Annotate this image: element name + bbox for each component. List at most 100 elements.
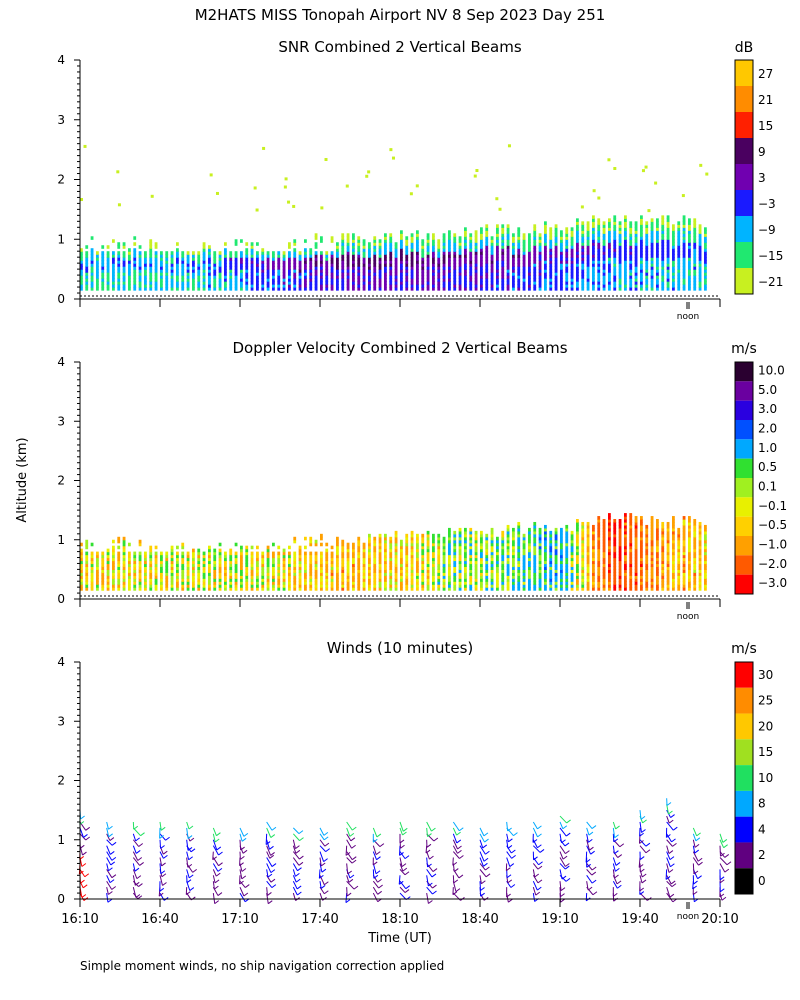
heatmap-cell	[682, 533, 686, 538]
heatmap-cell	[378, 275, 382, 279]
heatmap-cell	[650, 287, 654, 291]
heatmap-cell	[138, 251, 142, 255]
heatmap-cell	[320, 581, 323, 585]
heatmap-cell	[416, 572, 419, 576]
heatmap-cell	[410, 545, 414, 550]
heatmap-cell	[144, 272, 147, 276]
heatmap-cell	[677, 542, 681, 547]
heatmap-cell	[122, 278, 126, 282]
heatmap-cell	[224, 284, 227, 288]
heatmap-cell	[634, 563, 638, 568]
heatmap-cell	[453, 566, 457, 570]
heatmap-cell	[581, 530, 585, 535]
heatmap-cell	[640, 242, 643, 246]
heatmap-cell	[144, 269, 147, 273]
heatmap-cell	[554, 530, 558, 535]
heatmap-cell	[629, 578, 633, 582]
heatmap-cell	[170, 584, 174, 588]
heatmap-cell	[96, 551, 99, 556]
heatmap-cell	[501, 227, 505, 231]
heatmap-cell	[213, 251, 217, 255]
heatmap-cell	[528, 245, 531, 249]
heatmap-cell	[688, 221, 691, 225]
heatmap-cell	[357, 575, 361, 579]
heatmap-cell	[634, 263, 638, 267]
heatmap-cell	[629, 569, 633, 573]
heatmap-cell	[304, 554, 307, 559]
heatmap-cell	[624, 521, 627, 526]
heatmap-cell	[85, 275, 89, 279]
heatmap-cell	[160, 557, 163, 562]
wind-barb	[479, 833, 485, 843]
heatmap-cell	[282, 257, 286, 261]
heatmap-cell	[672, 560, 675, 565]
heatmap-cell	[464, 548, 467, 553]
heatmap-cell	[410, 563, 414, 568]
heatmap-cell	[624, 587, 627, 591]
wind-barb-flag	[188, 825, 194, 830]
heatmap-cell	[96, 260, 99, 264]
heatmap-cell	[533, 281, 537, 285]
heatmap-cell	[704, 575, 707, 579]
heatmap-cell	[325, 563, 329, 568]
wind-barb-flag	[271, 826, 277, 831]
heatmap-cell	[453, 281, 457, 285]
heatmap-cell	[365, 174, 369, 178]
heatmap-cell	[597, 230, 601, 234]
heatmap-cell	[650, 527, 654, 532]
heatmap-cell	[240, 554, 243, 559]
heatmap-cell	[666, 569, 670, 573]
heatmap-cell	[640, 236, 643, 240]
heatmap-cell	[245, 269, 249, 273]
heatmap-cell	[336, 581, 339, 585]
heatmap-cell	[320, 566, 323, 570]
heatmap-cell	[517, 284, 521, 288]
heatmap-cell	[693, 519, 697, 523]
wind-barb	[266, 880, 273, 888]
wind-barb-flag	[320, 862, 326, 867]
heatmap-cell	[250, 260, 254, 264]
heatmap-cell	[554, 242, 558, 246]
heatmap-cell	[661, 260, 665, 264]
heatmap-cell	[506, 533, 510, 538]
heatmap-cell	[256, 572, 259, 576]
heatmap-cell	[288, 272, 291, 276]
heatmap-cell	[677, 230, 681, 234]
heatmap-cell	[245, 578, 249, 582]
heatmap-cell	[432, 266, 435, 270]
heatmap-cell	[656, 521, 659, 526]
heatmap-cell	[693, 284, 697, 288]
heatmap-cell	[421, 581, 425, 585]
wind-barb	[426, 827, 429, 837]
heatmap-cell	[496, 272, 499, 276]
heatmap-cell	[320, 533, 323, 538]
heatmap-cell	[624, 572, 627, 576]
heatmap-cell	[357, 242, 361, 246]
heatmap-cell	[698, 554, 702, 559]
heatmap-cell	[586, 524, 590, 529]
heatmap-cell	[480, 563, 483, 568]
heatmap-cell	[656, 527, 659, 532]
heatmap-cell	[400, 266, 403, 270]
heatmap-cell	[464, 560, 467, 565]
heatmap-cell	[320, 239, 323, 243]
heatmap-cell	[213, 554, 217, 559]
heatmap-cell	[640, 551, 643, 556]
heatmap-cell	[480, 239, 483, 243]
heatmap-cell	[469, 560, 473, 565]
heatmap-cell	[656, 284, 659, 288]
heatmap-cell	[698, 236, 702, 240]
heatmap-cell	[176, 287, 179, 291]
heatmap-cell	[485, 281, 489, 285]
heatmap-cell	[362, 569, 366, 573]
heatmap-cell	[661, 218, 665, 222]
heatmap-cell	[261, 269, 265, 273]
heatmap-cell	[272, 584, 275, 588]
heatmap-cell	[341, 263, 345, 267]
heatmap-cell	[320, 572, 323, 576]
heatmap-cell	[602, 519, 606, 523]
heatmap-cell	[618, 287, 622, 291]
heatmap-cell	[538, 557, 542, 562]
heatmap-cell	[592, 545, 595, 550]
heatmap-cell	[602, 584, 606, 588]
